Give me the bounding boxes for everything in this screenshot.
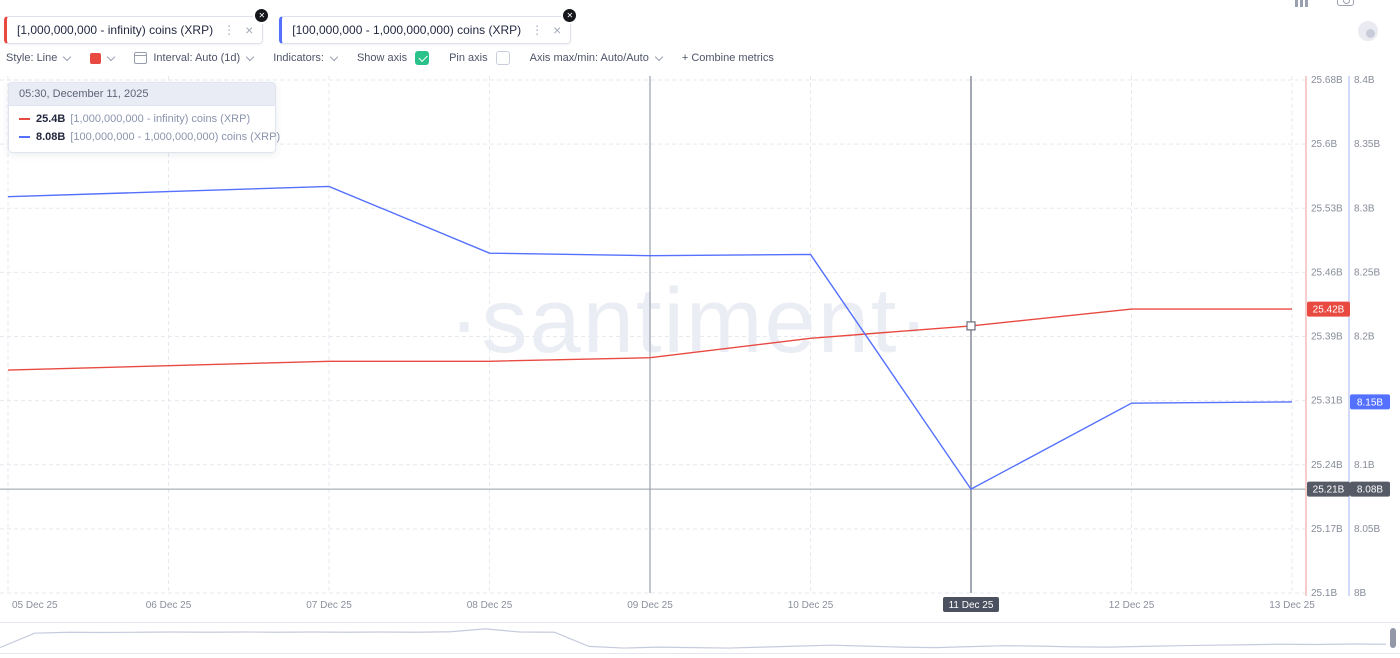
left-axis-last-badge	[1307, 301, 1350, 317]
style-selector-label: Style: Line	[6, 52, 58, 64]
right-axis-tick: 8.1B	[1354, 460, 1375, 471]
combine-metrics-button[interactable]: + Combine metrics	[682, 52, 774, 64]
pin-axis-checkbox[interactable]	[495, 51, 510, 65]
tooltip-metric-label: [1,000,000,000 - infinity) coins (XRP)	[70, 113, 251, 125]
top-right-actions	[1295, 0, 1354, 7]
tab-close-icon[interactable]: ×	[245, 22, 254, 38]
style-selector[interactable]: Style: Line	[6, 52, 72, 64]
right-axis-tick: 8.25B	[1354, 267, 1380, 278]
chevron-down-icon	[63, 52, 72, 61]
chart-type-icon[interactable]	[1295, 0, 1311, 7]
svg-text:11 Dec 25: 11 Dec 25	[949, 600, 994, 611]
right-axis-last-badge	[1350, 394, 1390, 410]
svg-text:8.08B: 8.08B	[1357, 485, 1383, 496]
tooltip-value: 8.08B	[36, 131, 66, 143]
tab-menu-icon[interactable]: ⋮	[223, 23, 236, 37]
color-swatch-icon	[90, 52, 102, 64]
x-axis-tick: 07 Dec 25	[306, 600, 352, 611]
axis-maxmin-selector[interactable]: Axis max/min: Auto/Auto	[529, 52, 664, 64]
series-dash-icon	[19, 136, 30, 138]
axis-maxmin-label: Axis max/min: Auto/Auto	[529, 52, 649, 64]
tooltip-metric-label: [100,000,000 - 1,000,000,000) coins (XRP…	[70, 131, 281, 143]
x-axis-crosshair-badge	[943, 597, 999, 612]
show-axis-toggle[interactable]: Show axis	[356, 51, 430, 65]
svg-text:25.42B: 25.42B	[1313, 305, 1345, 316]
interval-selector-label: Interval: Auto (1d)	[153, 52, 241, 64]
tooltip-value: 25.4B	[36, 113, 66, 125]
navigator-handle[interactable]	[1390, 628, 1396, 648]
svg-text:25.21B: 25.21B	[1313, 485, 1345, 496]
calendar-icon	[134, 52, 148, 64]
show-axis-checkbox[interactable]	[415, 51, 430, 65]
watermark: ·santiment·	[449, 270, 931, 372]
left-axis-tick: 25.17B	[1311, 524, 1343, 535]
tab-menu-icon[interactable]: ⋮	[531, 23, 544, 37]
metric-tabs: [1,000,000,000 - infinity) coins (XRP) ⋮…	[4, 7, 579, 44]
left-axis-tick: 25.6B	[1311, 139, 1337, 150]
metric-tab-label: [100,000,000 - 1,000,000,000) coins (XRP…	[292, 23, 522, 37]
navigator-line	[0, 628, 1387, 649]
tooltip-row: 8.08B [100,000,000 - 1,000,000,000) coin…	[9, 128, 280, 146]
series-line-0	[7, 308, 1292, 371]
x-axis-tick: 05 Dec 25	[12, 600, 58, 611]
chart-canvas[interactable]: ·santiment· 25.68B 25.6B 25.53B 25.46B 25.39B…	[0, 0, 1400, 620]
left-axis-tick: 25.53B	[1311, 203, 1343, 214]
left-axis-tick: 25.39B	[1311, 332, 1343, 343]
series-dash-icon	[19, 118, 30, 120]
tab-remove-badge[interactable]: ✕	[561, 7, 579, 24]
tooltip-datetime: 05:30, December 11, 2025	[8, 82, 276, 105]
chevron-down-icon	[654, 52, 664, 61]
left-axis-tick: 25.68B	[1311, 75, 1343, 86]
metric-tab-label: [1,000,000,000 - infinity) coins (XRP)	[17, 23, 214, 37]
x-axis-tick: 13 Dec 25	[1269, 600, 1315, 611]
x-axis-tick: 10 Dec 25	[788, 600, 834, 611]
chevron-down-icon	[329, 52, 339, 61]
widget-menu-button[interactable]	[1358, 21, 1378, 41]
left-axis-tick: 25.24B	[1311, 460, 1343, 471]
right-axis-tick: 8.05B	[1354, 524, 1380, 535]
pin-axis-toggle[interactable]: Pin axis	[449, 51, 510, 65]
chevron-down-icon	[245, 52, 255, 61]
svg-text:8.15B: 8.15B	[1357, 397, 1383, 408]
left-axis-tick: 25.1B	[1311, 588, 1337, 599]
right-axis-tick: 8.3B	[1354, 203, 1375, 214]
x-axis-tick: 08 Dec 25	[467, 600, 513, 611]
chevron-down-icon	[107, 52, 116, 61]
timeline-navigator[interactable]	[0, 622, 1400, 654]
right-axis-tick: 8B	[1354, 588, 1367, 599]
color-selector[interactable]	[90, 52, 116, 64]
combine-metrics-label: + Combine metrics	[681, 52, 774, 64]
hover-marker	[966, 321, 976, 331]
left-axis-tick: 25.31B	[1311, 396, 1343, 407]
right-axis-tick: 8.4B	[1354, 75, 1375, 86]
right-axis-tick: 8.35B	[1354, 139, 1380, 150]
left-axis-crosshair-badge	[1307, 481, 1350, 497]
indicators-selector-label: Indicators:	[273, 52, 324, 64]
tooltip-row: 25.4B [1,000,000,000 - infinity) coins (…	[9, 110, 275, 128]
right-axis-tick: 8.2B	[1354, 332, 1375, 343]
x-axis-tick: 09 Dec 25	[627, 600, 673, 611]
left-axis-tick: 25.46B	[1311, 267, 1343, 278]
x-axis-tick: 12 Dec 25	[1109, 600, 1155, 611]
pin-axis-label: Pin axis	[449, 52, 488, 64]
screenshot-icon[interactable]	[1337, 0, 1354, 6]
tab-close-icon[interactable]: ×	[553, 22, 562, 38]
series-line-1	[7, 185, 1293, 491]
tab-remove-badge[interactable]: ✕	[253, 7, 271, 24]
x-axis-tick: 06 Dec 25	[146, 600, 192, 611]
chart-tooltip: 05:30, December 11, 2025 25.4B [1,000,00…	[8, 82, 280, 153]
chart-toolbar: Style: Line Interval: Auto (1d) Indicato…	[6, 51, 774, 65]
indicators-selector[interactable]: Indicators:	[273, 52, 339, 64]
metric-tab-large-holders[interactable]: [1,000,000,000 - infinity) coins (XRP) ⋮…	[4, 7, 271, 44]
interval-selector[interactable]: Interval: Auto (1d)	[134, 52, 255, 64]
show-axis-label: Show axis	[356, 52, 408, 64]
right-axis-crosshair-badge	[1350, 481, 1390, 497]
metric-tab-mid-holders[interactable]: [100,000,000 - 1,000,000,000) coins (XRP…	[279, 7, 579, 44]
